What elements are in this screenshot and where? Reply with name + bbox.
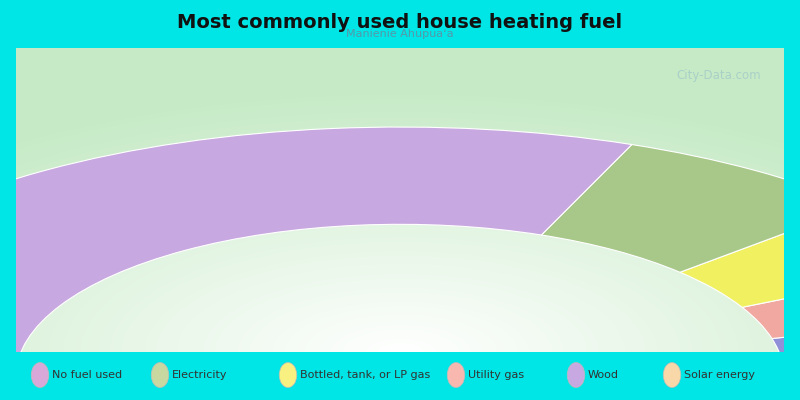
Ellipse shape bbox=[447, 362, 465, 388]
Ellipse shape bbox=[31, 362, 49, 388]
Text: Utility gas: Utility gas bbox=[468, 370, 524, 380]
Text: No fuel used: No fuel used bbox=[52, 370, 122, 380]
Wedge shape bbox=[782, 353, 800, 376]
Text: Manienie Ahupuaʻa: Manienie Ahupuaʻa bbox=[346, 29, 454, 39]
Ellipse shape bbox=[663, 362, 681, 388]
Ellipse shape bbox=[567, 362, 585, 388]
Text: Bottled, tank, or LP gas: Bottled, tank, or LP gas bbox=[300, 370, 430, 380]
Text: Wood: Wood bbox=[588, 370, 619, 380]
Ellipse shape bbox=[151, 362, 169, 388]
Wedge shape bbox=[742, 263, 800, 338]
Text: Most commonly used house heating fuel: Most commonly used house heating fuel bbox=[178, 14, 622, 32]
Ellipse shape bbox=[279, 362, 297, 388]
Text: Electricity: Electricity bbox=[172, 370, 227, 380]
Text: City-Data.com: City-Data.com bbox=[676, 69, 761, 82]
Wedge shape bbox=[0, 127, 632, 376]
Text: Solar energy: Solar energy bbox=[684, 370, 755, 380]
Wedge shape bbox=[542, 144, 800, 272]
Wedge shape bbox=[772, 314, 800, 362]
Wedge shape bbox=[680, 206, 800, 307]
